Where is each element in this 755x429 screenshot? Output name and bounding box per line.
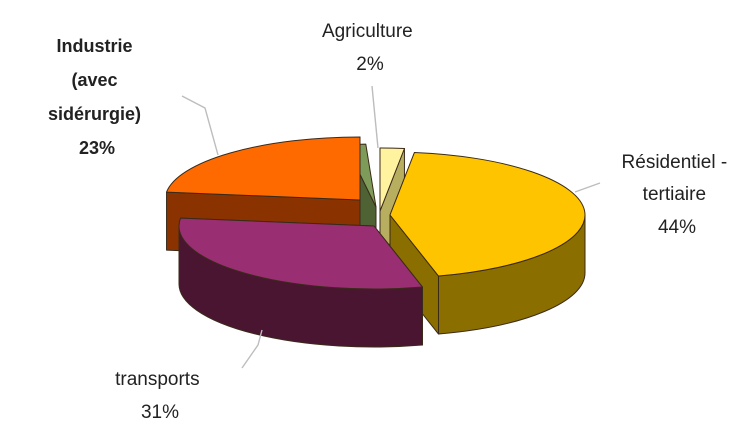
pie-slice-3	[178, 217, 423, 348]
pie-slices	[166, 136, 586, 348]
pie-slice-top-4	[166, 136, 361, 201]
label-transports: transports 31%	[115, 369, 205, 423]
label-residentiel-name-1: Résidentiel -	[622, 152, 728, 173]
pie-slice-top-3	[178, 217, 423, 290]
label-industrie-name-2: (avec	[71, 70, 117, 90]
label-industrie-name-3: sidérurgie)	[48, 104, 141, 124]
label-agriculture-name: Agriculture	[322, 21, 413, 42]
label-industrie-name-1: Industrie	[56, 36, 132, 56]
label-residentiel-value: 44%	[658, 217, 696, 238]
leader-lines	[181, 85, 601, 369]
pie-slice-2	[389, 151, 586, 335]
label-residentiel: Résidentiel - tertiaire 44%	[622, 152, 733, 238]
leader-line-transports	[241, 329, 263, 369]
leader-line-residentiel	[574, 182, 601, 193]
pie-slice-top-2	[389, 151, 586, 277]
label-transports-name: transports	[115, 369, 199, 390]
label-agriculture-value: 2%	[356, 54, 384, 75]
leader-line-agriculture	[371, 85, 379, 149]
label-residentiel-name-2: tertiaire	[643, 184, 706, 205]
label-agriculture: Agriculture 2%	[322, 21, 418, 75]
leader-line-industrie	[181, 95, 219, 156]
pie-slice-top-1	[379, 147, 405, 212]
label-industrie-value: 23%	[79, 138, 115, 158]
label-transports-value: 31%	[141, 402, 179, 423]
label-industrie: Industrie (avec sidérurgie) 23%	[48, 36, 146, 158]
